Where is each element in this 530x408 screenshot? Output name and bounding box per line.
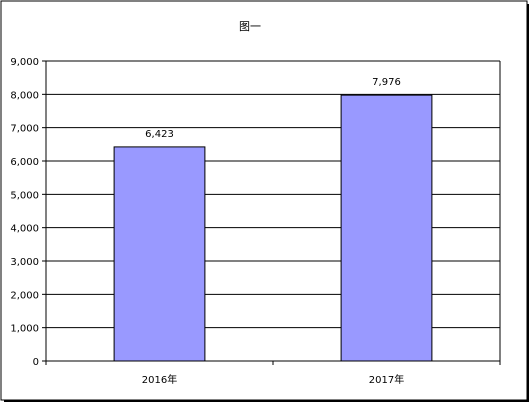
y-tick-label: 0 [33,357,39,368]
chart-shadow-right [527,4,529,402]
y-tick-label: 4,000 [10,224,39,235]
labels: 0 1,000 2,000 3,000 4,000 5,000 6,000 7,000 8,00… [10,57,404,386]
bar-value-label: 6,423 [145,129,174,140]
y-tick-label: 9,000 [10,57,39,68]
chart-border [0,0,528,401]
y-tick-label: 8,000 [10,90,39,101]
y-tick-label: 7,000 [10,124,39,135]
y-tick-label: 5,000 [10,190,39,201]
chart-shadow-bottom [4,400,529,402]
x-tick-label: 2016年 [142,373,177,386]
bar [113,146,206,362]
y-tick-label: 6,000 [10,157,39,168]
bar-value-label: 7,976 [372,77,401,88]
axes [42,60,501,365]
x-tick-label: 2017年 [369,373,404,386]
y-tick-label: 3,000 [10,257,39,268]
chart-title: 图一 [239,20,261,33]
y-tick-label: 2,000 [10,290,39,301]
y-tick-label: 1,000 [10,324,39,335]
bar [340,94,433,362]
